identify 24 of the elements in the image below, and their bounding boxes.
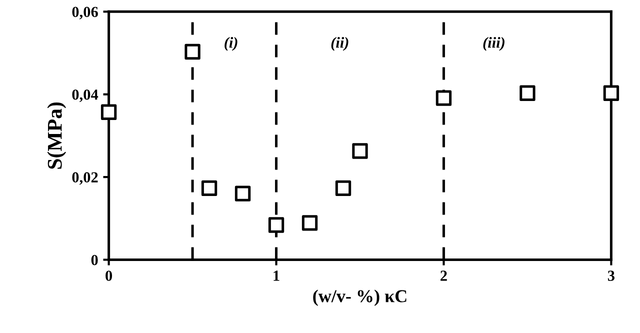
point [234, 186, 251, 202]
y-tick-label: 0,02 [72, 172, 98, 185]
point [436, 90, 452, 106]
annotation: (iii) [483, 36, 504, 51]
annotation: (i) [224, 36, 238, 51]
point [335, 180, 352, 196]
point [352, 143, 368, 159]
y-tick-label: 0 [91, 254, 98, 266]
point [184, 44, 200, 60]
y-axis-title: S(MPa) [47, 102, 66, 169]
x-tick-label: 3 [608, 270, 614, 281]
point [268, 217, 284, 233]
y-tick-label: 0,06 [72, 6, 98, 20]
x-tick-label: 0 [106, 270, 112, 281]
point [603, 85, 620, 101]
point [520, 85, 536, 101]
point [201, 180, 218, 196]
x-tick-label: 1 [274, 270, 280, 281]
annotation: (ii) [331, 36, 348, 51]
point [100, 104, 117, 120]
x-tick-label: 2 [440, 270, 447, 281]
point [302, 215, 318, 231]
y-tick-label: 0,04 [72, 89, 98, 102]
x-axis-title: (w/v- %) κC [313, 290, 406, 306]
